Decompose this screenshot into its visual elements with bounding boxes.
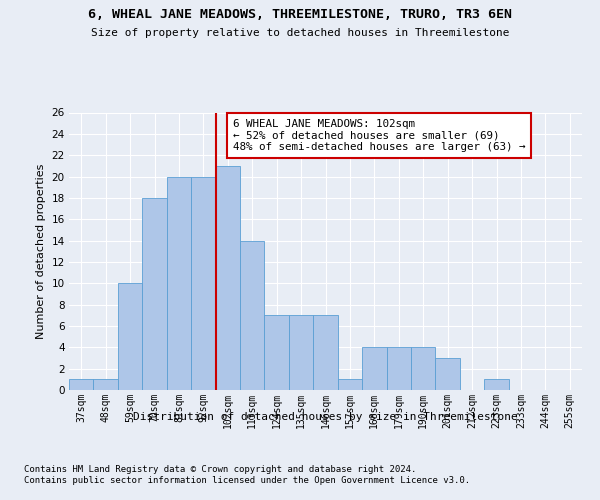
- Bar: [215, 166, 240, 390]
- Bar: [313, 316, 338, 390]
- Bar: [338, 380, 362, 390]
- Bar: [69, 380, 94, 390]
- Bar: [436, 358, 460, 390]
- Bar: [142, 198, 167, 390]
- Text: 6, WHEAL JANE MEADOWS, THREEMILESTONE, TRURO, TR3 6EN: 6, WHEAL JANE MEADOWS, THREEMILESTONE, T…: [88, 8, 512, 20]
- Bar: [411, 348, 436, 390]
- Text: 6 WHEAL JANE MEADOWS: 102sqm
← 52% of detached houses are smaller (69)
48% of se: 6 WHEAL JANE MEADOWS: 102sqm ← 52% of de…: [233, 119, 525, 152]
- Bar: [167, 176, 191, 390]
- Bar: [386, 348, 411, 390]
- Text: Distribution of detached houses by size in Threemilestone: Distribution of detached houses by size …: [133, 412, 518, 422]
- Bar: [265, 316, 289, 390]
- Bar: [191, 176, 215, 390]
- Bar: [362, 348, 386, 390]
- Text: Contains public sector information licensed under the Open Government Licence v3: Contains public sector information licen…: [24, 476, 470, 485]
- Text: Size of property relative to detached houses in Threemilestone: Size of property relative to detached ho…: [91, 28, 509, 38]
- Text: Contains HM Land Registry data © Crown copyright and database right 2024.: Contains HM Land Registry data © Crown c…: [24, 465, 416, 474]
- Bar: [118, 284, 142, 390]
- Bar: [484, 380, 509, 390]
- Bar: [240, 240, 265, 390]
- Bar: [94, 380, 118, 390]
- Bar: [289, 316, 313, 390]
- Y-axis label: Number of detached properties: Number of detached properties: [36, 164, 46, 339]
